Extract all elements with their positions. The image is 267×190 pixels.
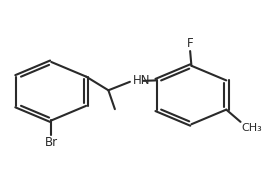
Text: F: F	[187, 37, 194, 50]
Text: HN: HN	[132, 74, 150, 87]
Text: CH₃: CH₃	[242, 123, 262, 133]
Text: Br: Br	[45, 135, 58, 149]
